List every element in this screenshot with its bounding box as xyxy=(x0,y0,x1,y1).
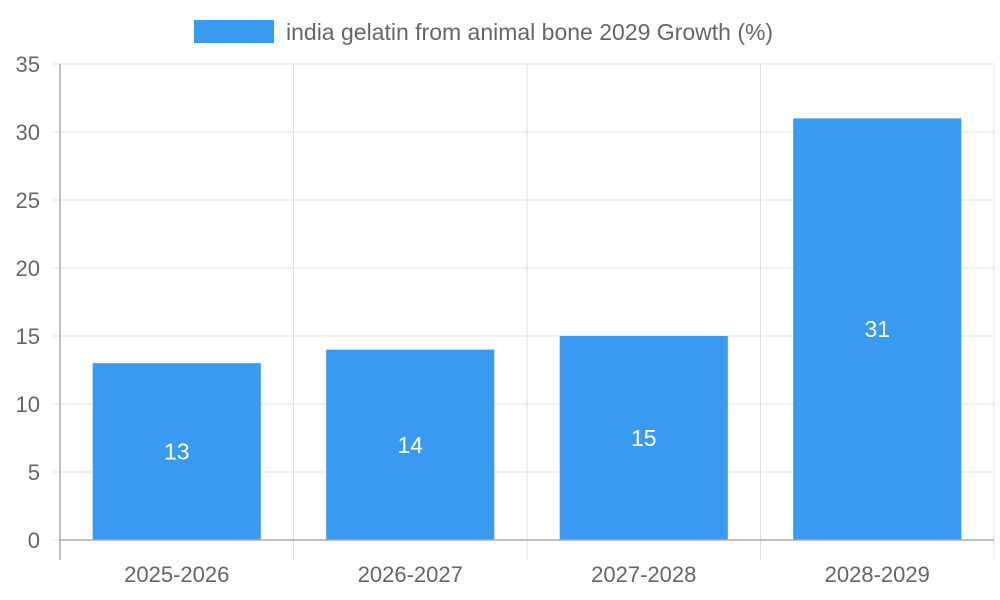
x-tick-label: 2027-2028 xyxy=(591,562,696,587)
axis-layer: 0 5 10 15 20 25 30 35 2025-2026 2026-2027 2027-202… xyxy=(16,52,994,587)
bar[interactable] xyxy=(793,118,962,541)
y-tick-label: 35 xyxy=(16,52,40,77)
legend[interactable]: india gelatin from animal bone 2029 Grow… xyxy=(194,19,773,45)
bar-value-label: 15 xyxy=(631,425,657,451)
x-tick-label: 2025-2026 xyxy=(124,562,229,587)
y-tick-label: 20 xyxy=(16,256,40,281)
y-tick-label: 30 xyxy=(16,120,40,145)
legend-swatch[interactable] xyxy=(194,20,274,43)
bar-value-label: 14 xyxy=(397,432,423,458)
y-tick-label: 10 xyxy=(16,392,40,417)
legend-label[interactable]: india gelatin from animal bone 2029 Grow… xyxy=(286,19,773,45)
bar[interactable] xyxy=(559,336,728,540)
bar-value-label: 31 xyxy=(864,316,890,342)
y-tick-label: 0 xyxy=(28,528,40,553)
bar-layer: 13 14 15 31 xyxy=(92,118,962,541)
x-tick-label: 2028-2029 xyxy=(825,562,930,587)
bar-value-label: 13 xyxy=(164,439,190,465)
y-tick-label: 15 xyxy=(16,324,40,349)
y-tick-label: 5 xyxy=(28,460,40,485)
bar[interactable] xyxy=(326,349,495,540)
bar[interactable] xyxy=(92,363,261,540)
y-tick-label: 25 xyxy=(16,188,40,213)
x-tick-label: 2026-2027 xyxy=(358,562,463,587)
